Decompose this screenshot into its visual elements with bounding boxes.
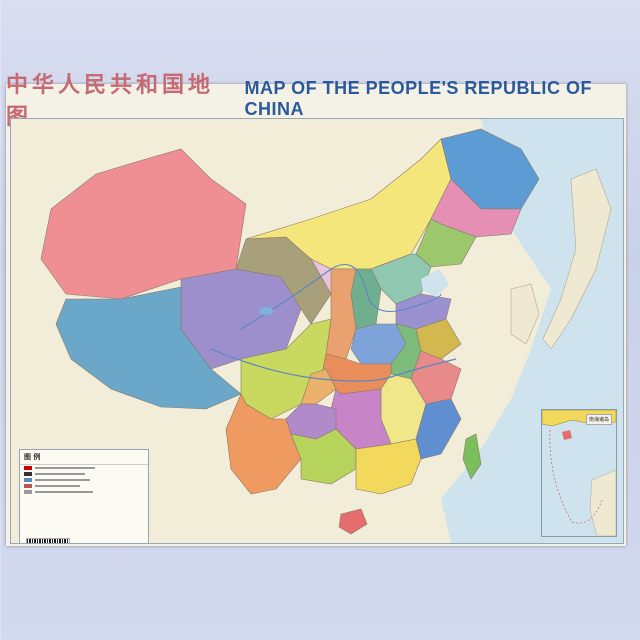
bohai-sea xyxy=(421,269,449,297)
road-swatch xyxy=(24,490,32,494)
legend-line xyxy=(35,467,95,469)
region-xinjiang xyxy=(40,148,247,300)
china-map xyxy=(40,119,623,543)
legend-line xyxy=(35,491,93,493)
legend-row xyxy=(20,471,148,477)
south-china-sea-inset: 南海诸岛 xyxy=(541,409,617,537)
barcode xyxy=(26,538,70,543)
region-taiwan xyxy=(462,433,482,480)
title-english: MAP OF THE PEOPLE'S REPUBLIC OF CHINA xyxy=(244,78,592,119)
title-chinese: 中华人民共和国地图 xyxy=(6,72,215,130)
capital-swatch xyxy=(24,466,32,470)
map-frame: 图 例 南海诸岛 xyxy=(10,118,624,544)
map-legend: 图 例 xyxy=(19,449,149,543)
title-bar: 中华人民共和国地图 MAP OF THE PEOPLE'S REPUBLIC O… xyxy=(6,72,626,130)
korea-landmass xyxy=(510,283,540,345)
yangtze-river xyxy=(210,348,457,382)
inset-label: 南海诸岛 xyxy=(585,414,612,425)
legend-line xyxy=(35,485,80,487)
legend-row xyxy=(20,477,148,483)
legend-line xyxy=(35,479,90,481)
legend-row xyxy=(20,465,148,471)
legend-row xyxy=(20,489,148,495)
inset-island xyxy=(562,430,572,440)
yellow-river xyxy=(240,264,442,330)
region-tibet xyxy=(55,286,242,410)
region-guangdong xyxy=(355,438,422,495)
japan-landmass xyxy=(542,168,612,350)
inset-dashed-line xyxy=(549,429,603,524)
region-hainan xyxy=(338,508,368,535)
river-swatch xyxy=(24,478,32,482)
inset-landmass xyxy=(589,469,616,536)
city-swatch xyxy=(24,472,32,476)
legend-row xyxy=(20,483,148,489)
legend-line xyxy=(35,473,85,475)
map-poster: 中华人民共和国地图 MAP OF THE PEOPLE'S REPUBLIC O… xyxy=(6,72,626,546)
border-swatch xyxy=(24,484,32,488)
qinghai-lake xyxy=(259,307,273,315)
inset-map xyxy=(542,410,616,536)
legend-heading: 图 例 xyxy=(20,450,148,465)
